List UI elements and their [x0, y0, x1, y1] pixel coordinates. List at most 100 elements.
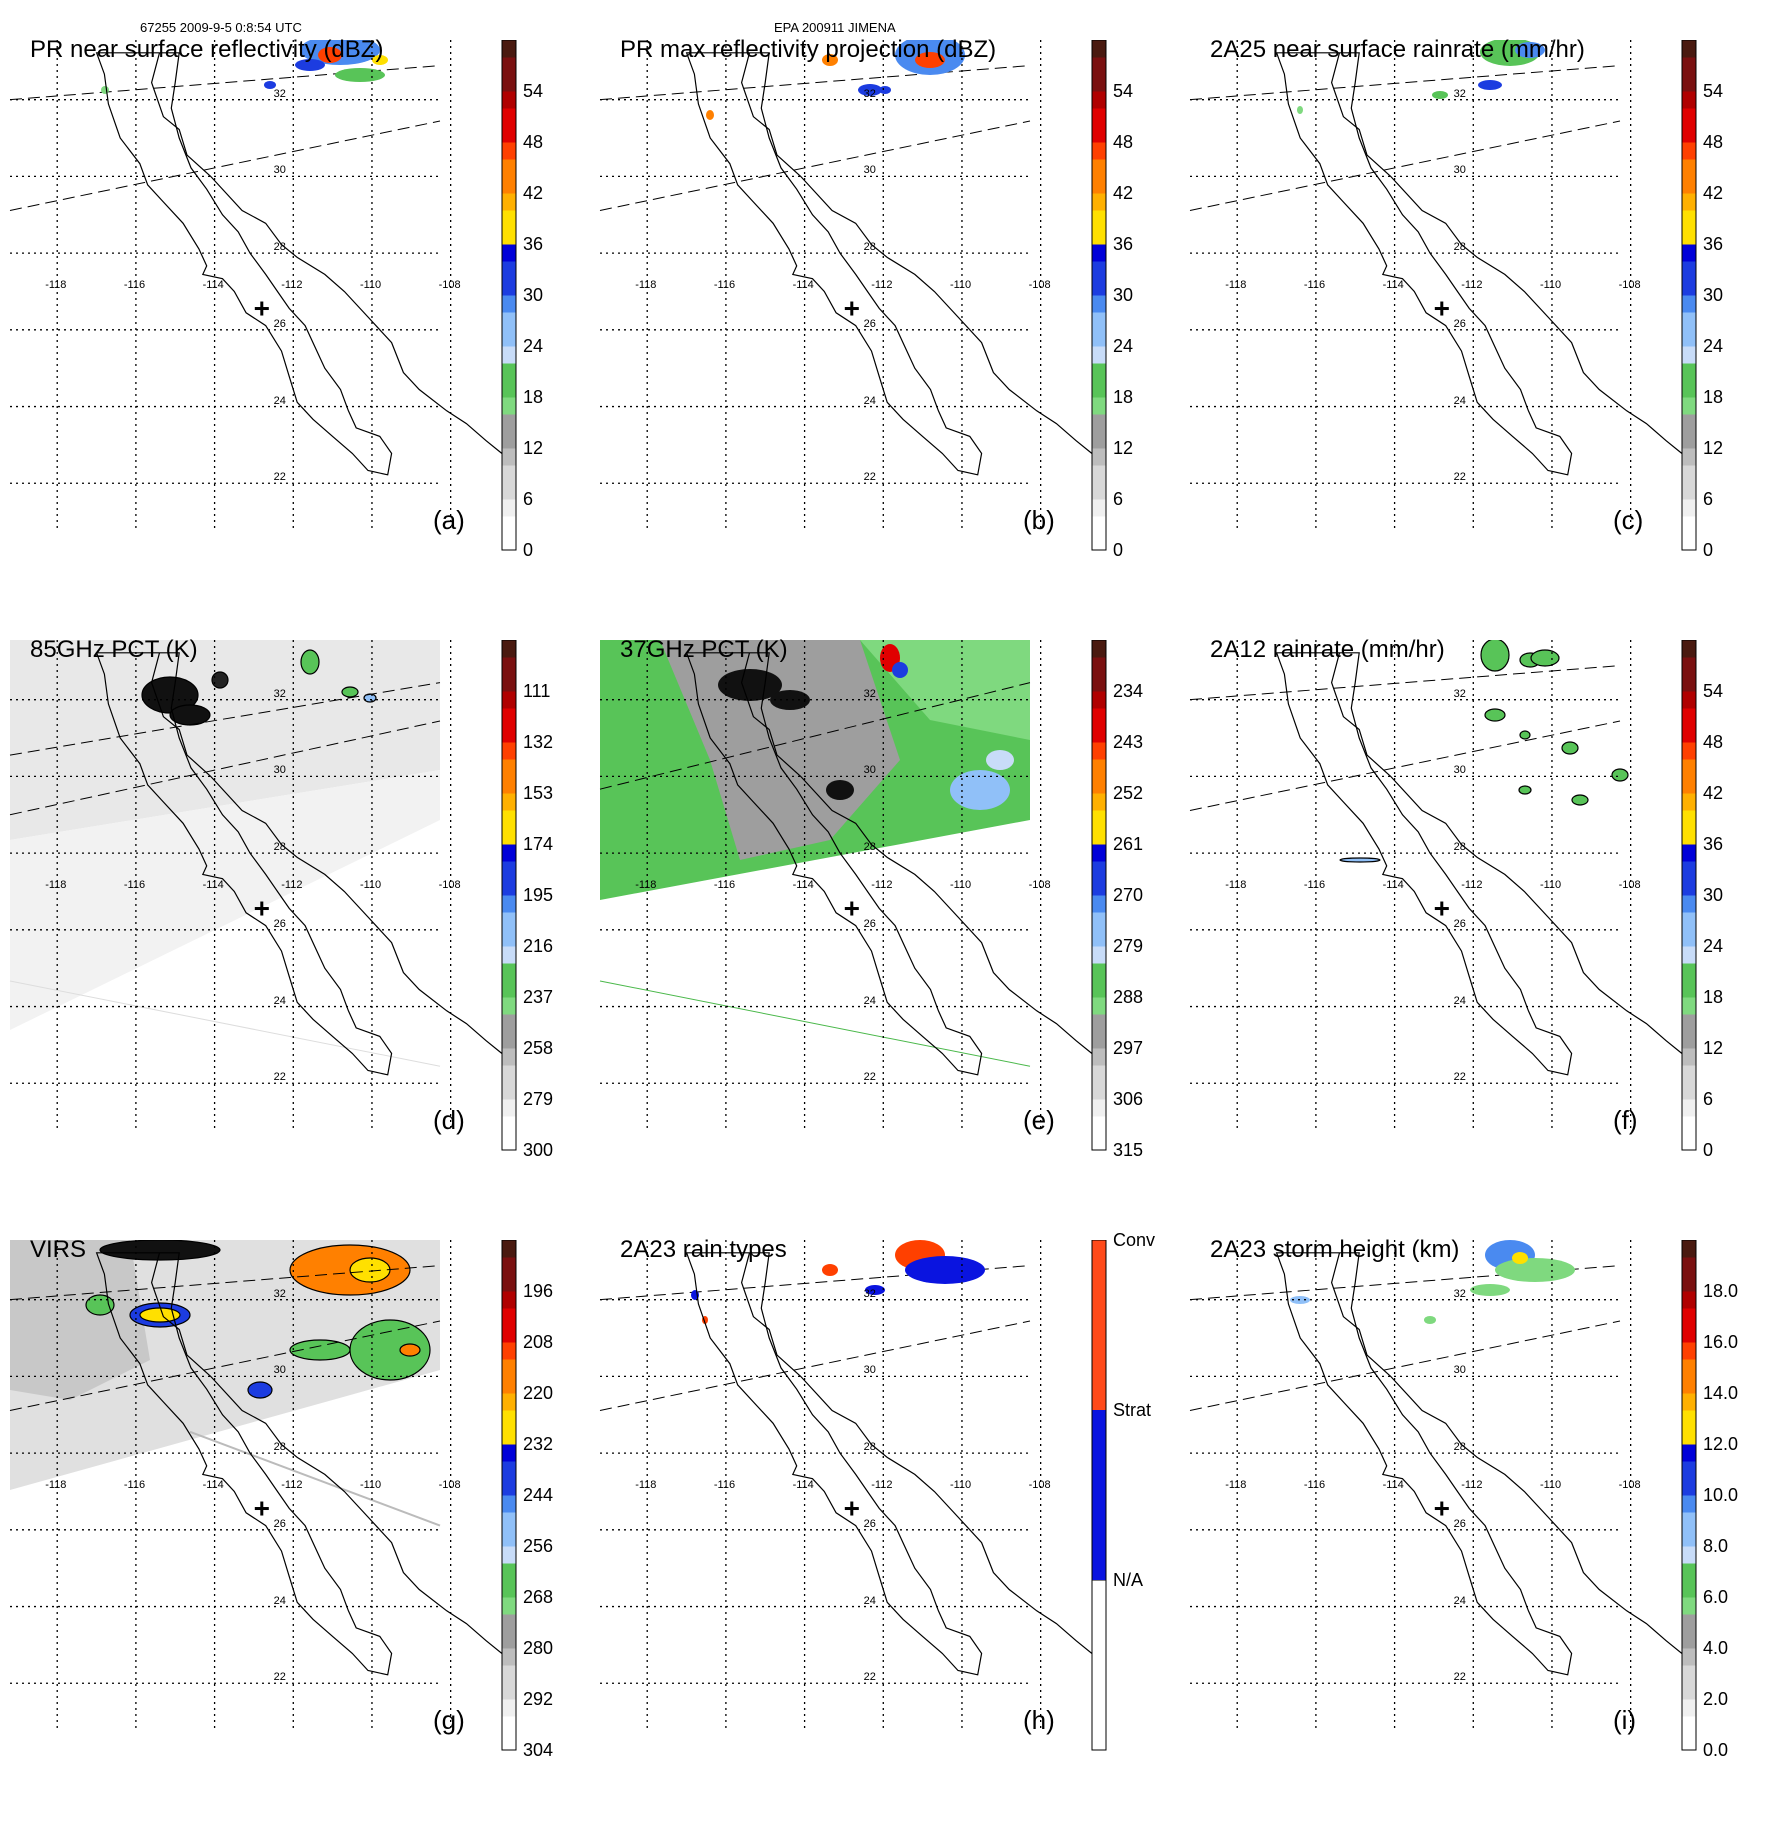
lat-label: 24 — [863, 394, 876, 407]
lat-label: 30 — [1453, 1364, 1466, 1377]
lon-label: -114 — [1382, 278, 1404, 291]
colorbar-tick: 12.0 — [1703, 1434, 1739, 1454]
lon-label: -112 — [1461, 278, 1483, 291]
panel-map-g — [9, 1240, 517, 1751]
lat-label: 30 — [863, 164, 876, 177]
panel-a: 32 30 28 26 24 22 -118 -116 -114 -112 -110 -108 PR n… — [0, 36, 590, 630]
lat-label: 28 — [1453, 841, 1466, 854]
panel-label: (i) — [1613, 1705, 1637, 1735]
panel-map-e — [599, 640, 1107, 1151]
lon-label: -118 — [1225, 278, 1247, 291]
colorbar-tick: 16.0 — [1703, 1332, 1739, 1352]
lon-label: -116 — [123, 1478, 146, 1491]
colorbar-tick: 132 — [523, 732, 554, 752]
panel-label: (d) — [433, 1105, 465, 1135]
colorbar-tick: 54 — [1703, 81, 1724, 101]
colorbar-tick: 42 — [523, 183, 544, 203]
colorbar-tick: 0 — [1703, 1140, 1714, 1160]
lat-label: 30 — [273, 1364, 286, 1377]
colorbar-tick: 42 — [1703, 183, 1724, 203]
lon-label: -116 — [1303, 278, 1326, 291]
lon-label: -112 — [281, 1478, 303, 1491]
panel-title: PR near surface reflectivity (dBZ) — [30, 36, 384, 63]
lon-label: -116 — [123, 878, 146, 891]
lon-label: -118 — [45, 278, 67, 291]
panel-label: (a) — [433, 505, 465, 535]
colorbar-tick: 234 — [1113, 681, 1144, 701]
lat-label: 24 — [863, 1594, 876, 1607]
colorbar-tick: 232 — [523, 1434, 554, 1454]
lon-label: -110 — [1539, 278, 1562, 291]
lat-label: 22 — [273, 1071, 286, 1084]
lat-label: 22 — [1453, 1671, 1466, 1684]
colorbar-tick: 12 — [1703, 1038, 1724, 1058]
panel-map-i — [1189, 1240, 1697, 1751]
colorbar-tick: 48 — [1703, 132, 1724, 152]
lat-label: 32 — [273, 87, 286, 100]
colorbar-tick: 256 — [523, 1536, 554, 1556]
colorbar-tick: 270 — [1113, 885, 1144, 905]
lon-label: -110 — [1539, 878, 1562, 891]
colorbar-tick: 54 — [523, 81, 544, 101]
lon-label: -112 — [871, 878, 893, 891]
panel-label: (b) — [1023, 505, 1055, 535]
panel-title: 2A25 near surface rainrate (mm/hr) — [1210, 36, 1585, 63]
lon-label: -108 — [438, 278, 461, 291]
panel-i: 32 30 28 26 24 22 -118 -116 -114 -112 -110 -108 2A23… — [1180, 1236, 1770, 1830]
panel-label: (h) — [1023, 1705, 1055, 1735]
lon-label: -112 — [1461, 1478, 1483, 1491]
lon-label: -110 — [359, 278, 382, 291]
colorbar-tick: 268 — [523, 1587, 554, 1607]
colorbar-tick: 220 — [523, 1383, 554, 1403]
lat-label: 24 — [1453, 994, 1466, 1007]
lon-label: -114 — [792, 1478, 814, 1491]
lat-label: 24 — [273, 994, 286, 1007]
colorbar-tick: 216 — [523, 936, 554, 956]
panel-label: (e) — [1023, 1105, 1055, 1135]
colorbar-tick: 30 — [1703, 885, 1724, 905]
lon-label: -108 — [1618, 278, 1641, 291]
colorbar-tick: 6 — [523, 489, 534, 509]
lat-label: 32 — [863, 87, 876, 100]
colorbar-tick: 174 — [523, 834, 554, 854]
colorbar-tick: Strat — [1113, 1400, 1152, 1420]
colorbar-tick: 36 — [1703, 234, 1724, 254]
colorbar-tick: 42 — [1113, 183, 1134, 203]
colorbar-tick: N/A — [1113, 1570, 1144, 1590]
panel-f: 32 30 28 26 24 22 -118 -116 -114 -112 -110 -108 2A12… — [1180, 636, 1770, 1230]
colorbar-tick: 12 — [1703, 438, 1724, 458]
colorbar-tick: 195 — [523, 885, 554, 905]
lat-label: 24 — [273, 394, 286, 407]
colorbar-tick: 288 — [1113, 987, 1144, 1007]
lon-label: -118 — [1225, 1478, 1247, 1491]
panel-h: 32 30 28 26 24 22 -118 -116 -114 -112 -110 -108 2A23… — [590, 1230, 1180, 1830]
colorbar-tick: 6 — [1703, 1089, 1714, 1109]
colorbar-tick: 0 — [523, 540, 534, 560]
colorbar-tick: 18 — [1113, 387, 1134, 407]
lon-label: -108 — [1028, 278, 1051, 291]
lat-label: 28 — [863, 1441, 876, 1454]
panel-map-d — [9, 640, 517, 1151]
lat-label: 22 — [1453, 471, 1466, 484]
lon-label: -108 — [1618, 1478, 1641, 1491]
colorbar-tick: 4.0 — [1703, 1638, 1729, 1658]
lon-label: -118 — [635, 278, 657, 291]
lat-label: 24 — [863, 994, 876, 1007]
lon-label: -116 — [123, 278, 146, 291]
lat-label: 26 — [273, 917, 286, 930]
colorbar-tick: 18 — [1703, 987, 1724, 1007]
lon-label: -118 — [635, 1478, 657, 1491]
lon-label: -112 — [281, 278, 303, 291]
lat-label: 28 — [273, 841, 286, 854]
lat-label: 30 — [1453, 164, 1466, 177]
colorbar-tick: 36 — [1113, 234, 1134, 254]
colorbar-tick: 18.0 — [1703, 1281, 1739, 1301]
lat-label: 22 — [273, 1671, 286, 1684]
colorbar-tick: 258 — [523, 1038, 554, 1058]
lat-label: 28 — [863, 241, 876, 254]
colorbar-tick: 261 — [1113, 834, 1144, 854]
colorbar-tick: 111 — [523, 681, 551, 701]
lon-label: -114 — [1382, 878, 1404, 891]
lat-label: 28 — [1453, 241, 1466, 254]
lon-label: -112 — [871, 1478, 893, 1491]
